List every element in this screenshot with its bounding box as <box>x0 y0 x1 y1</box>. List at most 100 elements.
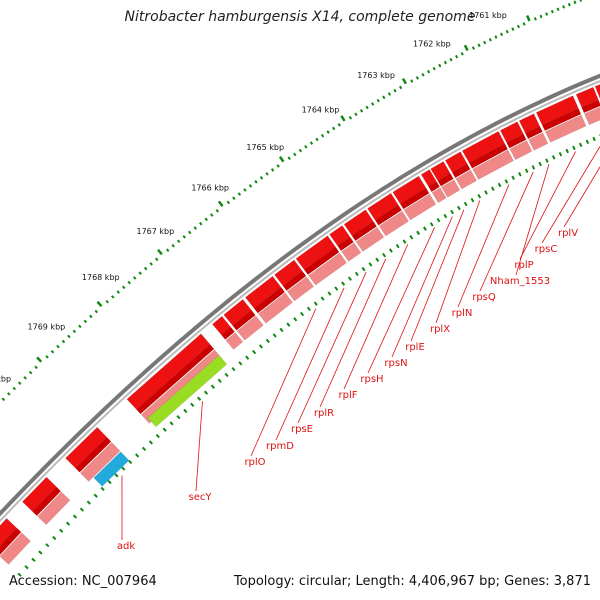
gene-label: rpmD <box>266 441 294 452</box>
ruler-tick <box>326 130 330 134</box>
ruler-tick <box>348 115 353 120</box>
gene-label: rplF <box>339 390 358 401</box>
ruler-tick <box>199 221 203 226</box>
ruler-tick <box>450 209 455 215</box>
gene-arrow <box>282 270 307 291</box>
ruler-label: 1763 kbp <box>357 71 395 80</box>
ruler-tick <box>313 301 318 306</box>
ruler-tick <box>306 306 311 312</box>
ruler-tick <box>17 381 22 385</box>
ruler-tick <box>28 370 33 375</box>
ruler-tick <box>217 378 222 383</box>
ruler-tick <box>176 414 181 420</box>
ruler-tick <box>121 466 126 471</box>
ruler-tick <box>504 179 509 184</box>
gene-leader <box>519 151 576 260</box>
ruler-tick <box>86 500 91 505</box>
ruler-tick <box>165 248 170 253</box>
ruler-tick <box>183 408 188 414</box>
ruler-tick <box>500 32 504 37</box>
gene-leader <box>250 308 317 457</box>
ruler-label: 1767 kbp <box>137 227 175 236</box>
ruler-tick <box>361 266 366 272</box>
gene-arrow <box>403 193 437 221</box>
ruler-tick <box>7 392 11 396</box>
ruler-tick <box>410 79 414 83</box>
gene-arrow <box>79 442 121 482</box>
gene-arrow <box>437 173 454 187</box>
ruler-tick <box>511 175 515 181</box>
backbone-line <box>0 80 600 523</box>
gene-arrow <box>455 169 477 190</box>
ruler-tick <box>224 372 229 378</box>
ruler-tick <box>359 109 364 113</box>
ruler-tick <box>293 317 298 322</box>
ruler-tick <box>59 528 64 533</box>
ruler-tick <box>382 252 387 258</box>
gene-arrow <box>506 133 527 149</box>
ruler-tick <box>232 196 236 201</box>
ruler-tick <box>304 145 308 149</box>
ruler-tick <box>259 176 264 180</box>
gene-arrow <box>399 187 430 210</box>
gene-leader <box>195 401 203 492</box>
ruler-tick <box>61 339 66 344</box>
gene-arrow <box>584 106 600 126</box>
ruler-tick <box>436 217 441 223</box>
ruler-tick <box>272 333 277 338</box>
ruler-tick <box>387 92 392 96</box>
ruler-tick <box>524 168 529 174</box>
ruler-tick <box>455 54 459 59</box>
ruler-tick <box>550 9 554 14</box>
ruler-tick <box>531 165 536 170</box>
gene-arrow <box>221 326 235 340</box>
ruler-tick <box>24 565 29 570</box>
ruler-tick <box>484 190 488 195</box>
gene-arrow <box>581 99 600 114</box>
ruler-label: 1761 kbp <box>469 11 507 20</box>
ruler-tick <box>395 243 400 249</box>
gene-label: rplR <box>314 408 334 419</box>
gene-arrow <box>594 84 600 100</box>
ruler-tick <box>23 376 27 380</box>
ruler-tick <box>449 57 453 62</box>
ruler-label: 1769 kbp <box>28 322 66 331</box>
gene-leader <box>541 145 600 244</box>
ruler-label: 1768 kbp <box>82 273 120 282</box>
ruler-tick <box>72 329 77 334</box>
gene-arrow <box>468 143 508 169</box>
gene-label: rpsH <box>360 374 383 385</box>
ruler-tick <box>210 384 215 389</box>
ruler-tick <box>157 248 163 256</box>
ruler-tick <box>276 164 280 168</box>
gene-arrow <box>140 349 223 424</box>
ruler-tick <box>516 24 521 29</box>
ruler-tick <box>470 197 475 203</box>
gene-arrow <box>441 179 461 198</box>
ruler-tick <box>258 344 263 349</box>
ruler-tick <box>551 155 556 160</box>
gene-label: adk <box>117 541 135 552</box>
ruler-tick <box>248 184 253 188</box>
ruler-tick <box>416 230 421 236</box>
ruler-tick <box>217 200 224 207</box>
ruler-tick <box>121 285 126 290</box>
ruler-tick <box>300 311 305 317</box>
gene-label: rplP <box>514 260 533 271</box>
gene-arrow <box>0 527 22 556</box>
ruler-tick <box>34 365 38 370</box>
gene-leader <box>457 184 510 308</box>
ruler-tick <box>545 158 549 163</box>
ruler-tick <box>320 296 325 301</box>
ruler-tick <box>471 46 476 50</box>
gene-arrow <box>236 315 264 341</box>
gene-arrow <box>351 221 377 242</box>
ruler-tick <box>265 338 270 344</box>
ruler-tick <box>567 2 571 7</box>
ruler-tick <box>197 396 202 401</box>
ruler-tick <box>128 459 133 465</box>
ruler-tick <box>188 230 192 235</box>
ruler-tick <box>176 239 181 244</box>
gene-label: rpsN <box>384 358 407 369</box>
